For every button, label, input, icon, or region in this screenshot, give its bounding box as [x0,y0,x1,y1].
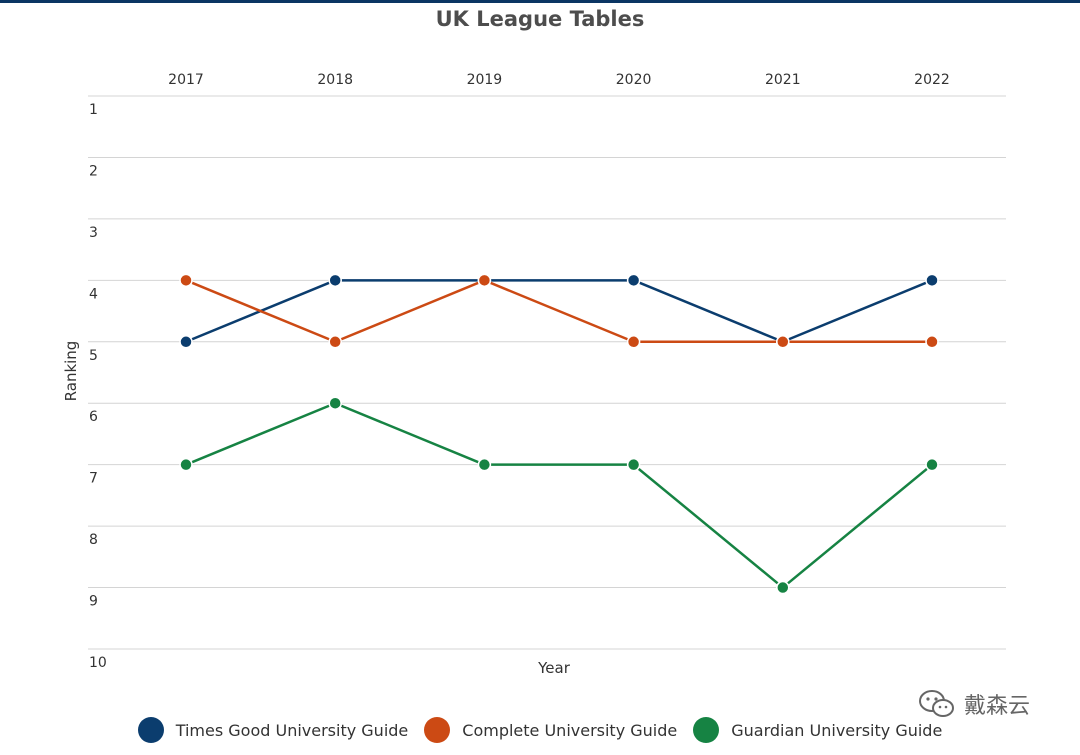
data-point [925,457,939,472]
data-point [328,335,342,349]
legend-item: Complete University Guide [424,717,677,743]
legend-item: Guardian University Guide [693,717,942,743]
y-tick-label: 10 [89,655,107,671]
data-point [776,580,790,595]
series-line [185,279,932,344]
y-tick-label: 1 [89,102,98,118]
watermark: 戴森云 [918,688,1030,720]
x-tick-label: 2020 [616,72,652,88]
wechat-icon [919,690,954,717]
data-point [925,335,939,349]
legend-marker [137,717,164,743]
y-tick-label: 3 [89,225,98,241]
x-tick-label: 2021 [765,72,801,88]
watermark-text: 戴森云 [964,694,1031,719]
data-point [776,335,790,349]
top-accent-bar [0,0,1080,3]
x-tick-label: 2018 [317,72,353,88]
legend-label: Complete University Guide [462,720,678,740]
data-point [179,457,193,472]
x-tick-label: 2022 [914,72,950,88]
legend-label: Times Good University Guide [175,720,409,740]
x-tick-label: 2019 [467,72,503,88]
data-point [179,335,193,349]
chart-title: UK League Tables [435,7,645,31]
legend-item: Times Good University Guide [137,717,409,743]
legend-label: Guardian University Guide [731,720,943,740]
x-tick-label: 2017 [168,72,204,88]
data-point [328,273,342,288]
y-axis-title: Ranking [62,341,80,402]
y-tick-label: 5 [89,348,98,364]
x-axis-title: Year [537,659,571,677]
data-point [626,273,641,288]
data-point [925,273,939,288]
y-tick-label: 6 [89,409,98,425]
y-tick-label: 8 [89,532,98,548]
series-line [185,279,933,344]
legend-marker [424,717,451,743]
data-point [626,457,641,472]
data-point [179,273,193,288]
data-point [626,335,641,349]
y-tick-label: 2 [89,163,98,179]
y-tick-label: 4 [89,286,98,302]
y-tick-label: 9 [89,594,98,610]
data-point [328,396,342,410]
y-tick-label: 7 [89,471,98,487]
chart-legend: Times Good University Guide Complete Univ… [0,717,1080,743]
series-line [185,401,933,589]
legend-marker [693,717,720,743]
data-point [477,273,492,288]
data-point [477,457,492,472]
